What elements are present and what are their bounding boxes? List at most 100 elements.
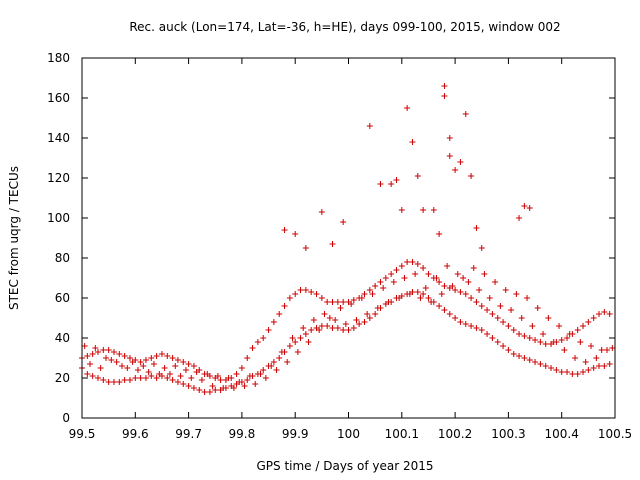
data-point: [494, 339, 501, 345]
data-point: [606, 361, 613, 367]
data-point: [361, 319, 368, 325]
data-point: [302, 287, 309, 293]
data-point: [489, 335, 496, 341]
data-point: [214, 373, 221, 379]
data-point: [84, 353, 91, 359]
data-point: [118, 363, 125, 369]
data-point: [278, 349, 285, 355]
data-point: [425, 271, 432, 277]
data-point: [241, 383, 248, 389]
data-point: [169, 355, 176, 361]
data-point: [332, 317, 339, 323]
data-point: [438, 291, 445, 297]
data-point: [542, 341, 549, 347]
data-point: [500, 319, 507, 325]
data-point: [430, 207, 437, 213]
x-tick-label: 100.5: [598, 427, 632, 441]
data-point: [436, 279, 443, 285]
data-point: [212, 387, 219, 393]
data-point: [414, 173, 421, 179]
data-point: [524, 295, 531, 301]
data-point: [318, 323, 325, 329]
data-point: [366, 123, 373, 129]
data-point: [553, 367, 560, 373]
x-tick-label: 99.5: [69, 427, 96, 441]
data-point: [550, 339, 557, 345]
data-point: [313, 291, 320, 297]
data-point: [230, 385, 237, 391]
data-point: [484, 331, 491, 337]
x-tick-label: 99.8: [229, 427, 256, 441]
data-point: [209, 383, 216, 389]
data-point: [180, 381, 187, 387]
data-point: [249, 345, 256, 351]
data-point: [262, 375, 269, 381]
data-point: [468, 323, 475, 329]
data-point: [252, 381, 259, 387]
data-point: [326, 315, 333, 321]
data-point: [281, 303, 288, 309]
data-point: [94, 375, 101, 381]
data-point: [220, 385, 227, 391]
data-point: [81, 343, 88, 349]
data-point: [225, 375, 232, 381]
data-point: [590, 315, 597, 321]
data-point: [577, 339, 584, 345]
data-point: [198, 377, 205, 383]
data-point: [201, 389, 208, 395]
data-point: [436, 303, 443, 309]
data-point: [164, 375, 171, 381]
y-tick-label: 80: [55, 251, 70, 265]
data-point: [537, 339, 544, 345]
data-point: [537, 361, 544, 367]
data-point: [497, 303, 504, 309]
data-point: [534, 305, 541, 311]
data-point: [148, 373, 155, 379]
y-tick-label: 140: [47, 131, 70, 145]
data-point: [292, 339, 299, 345]
data-point: [465, 279, 472, 285]
data-point: [276, 311, 283, 317]
data-point: [510, 351, 517, 357]
data-point: [121, 353, 128, 359]
data-point: [470, 265, 477, 271]
data-point: [86, 361, 93, 367]
data-point: [457, 319, 464, 325]
data-point: [148, 355, 155, 361]
data-point: [134, 367, 141, 373]
data-point: [140, 363, 147, 369]
data-point: [345, 327, 352, 333]
data-point: [409, 259, 416, 265]
data-point: [169, 377, 176, 383]
data-point: [609, 345, 616, 351]
data-point: [414, 261, 421, 267]
data-point: [97, 365, 104, 371]
data-point: [478, 327, 485, 333]
data-point: [126, 377, 133, 383]
data-point: [329, 241, 336, 247]
y-tick-label: 40: [55, 331, 70, 345]
data-point: [420, 291, 427, 297]
data-point: [508, 307, 515, 313]
data-point: [92, 345, 99, 351]
data-point: [574, 327, 581, 333]
y-axis-title: STEC from uqrg / TECUs: [7, 166, 21, 310]
data-point: [334, 325, 341, 331]
data-point: [526, 205, 533, 211]
data-point: [329, 299, 336, 305]
data-point: [542, 363, 549, 369]
data-points: [79, 83, 616, 395]
data-point: [132, 375, 139, 381]
data-point: [137, 359, 144, 365]
data-point: [190, 385, 197, 391]
data-point: [164, 353, 171, 359]
data-point: [284, 359, 291, 365]
data-point: [598, 347, 605, 353]
x-tick-label: 100.2: [438, 427, 472, 441]
data-point: [526, 335, 533, 341]
data-point: [137, 375, 144, 381]
data-point: [468, 173, 475, 179]
data-point: [510, 327, 517, 333]
data-point: [446, 153, 453, 159]
data-point: [582, 359, 589, 365]
